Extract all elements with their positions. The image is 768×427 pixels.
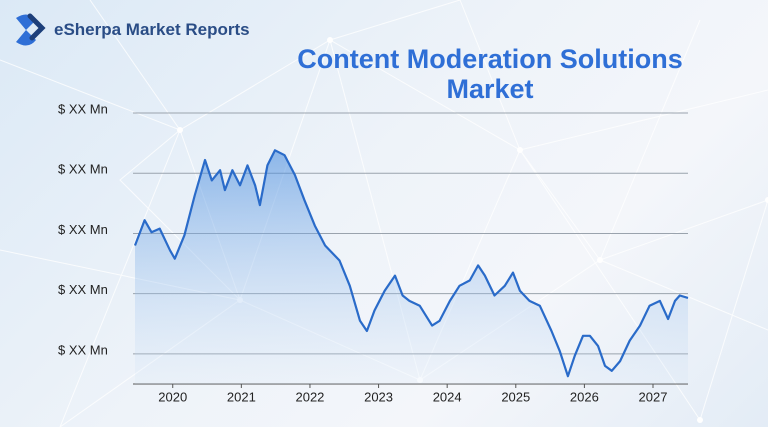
x-tick-label: 2020: [158, 389, 187, 404]
x-tick-label: 2021: [227, 389, 256, 404]
y-tick-label: $ XX Mn: [58, 342, 108, 357]
y-tick-label: $ XX Mn: [58, 101, 108, 116]
x-tick-label: 2023: [364, 389, 393, 404]
x-tick-label: 2022: [295, 389, 324, 404]
line: [133, 149, 689, 378]
y-tick-label: $ XX Mn: [58, 282, 108, 297]
x-tick-label: 2026: [570, 389, 599, 404]
y-tick-label: $ XX Mn: [58, 162, 108, 177]
area: [135, 150, 688, 384]
y-tick-label: $ XX Mn: [58, 222, 108, 237]
logo: eSherpa Market Reports: [8, 10, 250, 50]
chart-title: Content Moderation Solutions Market: [297, 44, 683, 104]
logo-text: eSherpa Market Reports: [54, 20, 250, 39]
x-tick-label: 2024: [433, 389, 462, 404]
logo-icon: [16, 13, 46, 46]
x-tick-label: 2025: [501, 389, 530, 404]
x-tick-label: 2027: [639, 389, 668, 404]
